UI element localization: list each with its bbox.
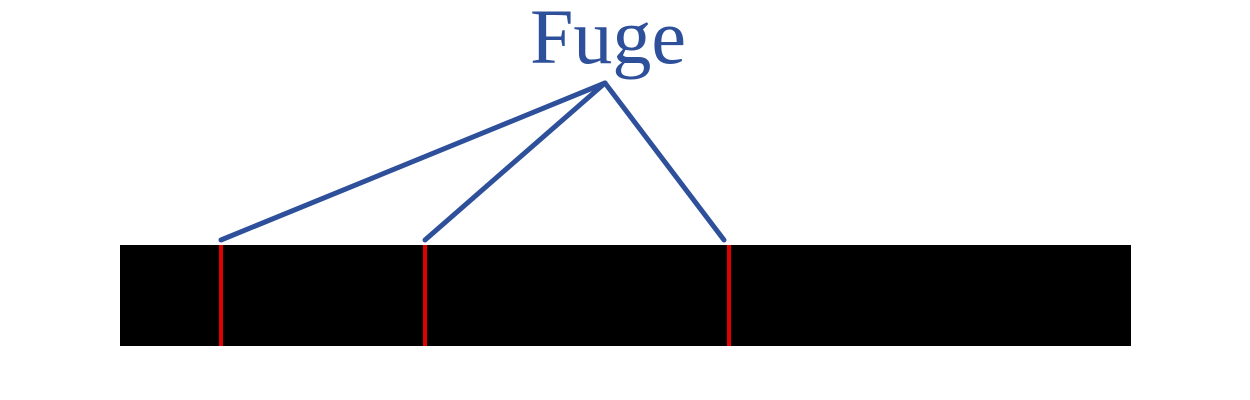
leader-line-3 [602,80,727,243]
leader-line-2 [422,80,608,243]
leader-line-1 [218,80,608,243]
joint-label: Fuge [530,0,686,80]
black-bar [120,245,1131,346]
